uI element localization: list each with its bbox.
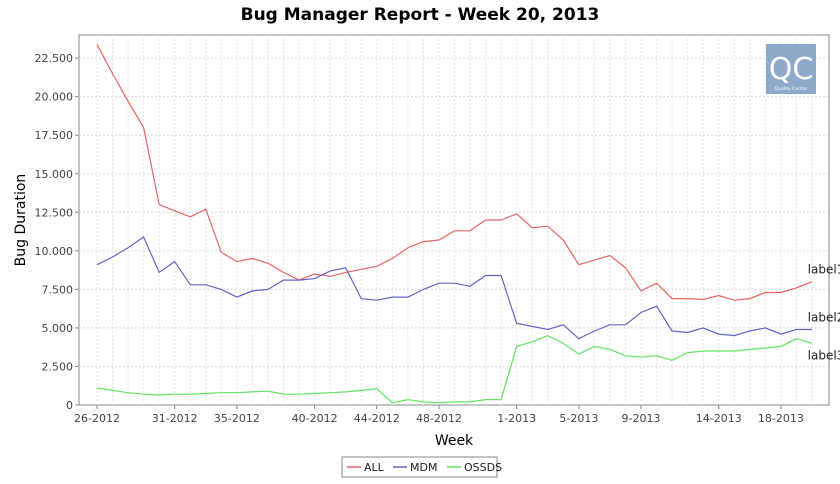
series-line-all [96, 44, 813, 301]
series-end-label: label2 [808, 310, 840, 324]
x-axis-title: Week [435, 433, 474, 449]
x-tick-label: 18-2013 [758, 412, 804, 425]
series-lines [96, 44, 813, 404]
y-tick-label: 2.500 [42, 360, 74, 373]
qc-logo: QC Quality Center [766, 44, 816, 94]
x-tick-label: 44-2012 [354, 412, 400, 425]
x-tick-label: 5-2013 [559, 412, 598, 425]
legend-label: MDM [410, 461, 437, 474]
y-tick-label: 10.000 [35, 245, 74, 258]
x-tick-label: 1-2013 [497, 412, 536, 425]
x-tick-label: 14-2013 [696, 412, 742, 425]
legend-box [341, 456, 498, 478]
chart-title: Bug Manager Report - Week 20, 2013 [241, 5, 600, 25]
qc-logo-caption: Quality Center [775, 86, 808, 92]
grid-lines [79, 35, 829, 405]
y-tick-label: 0 [66, 399, 73, 412]
x-tick-label: 31-2012 [152, 412, 198, 425]
y-axis-title: Bug Duration [13, 174, 29, 267]
legend-label: OSSDS [464, 461, 502, 474]
x-tick-label: 9-2013 [622, 412, 661, 425]
y-tick-label: 7.500 [42, 283, 74, 296]
series-line-ossds [96, 334, 813, 404]
x-tick-label: 48-2012 [416, 412, 462, 425]
axes: 0 2.500 5.000 7.500 10.000 12.500 15.000 17.500… [35, 52, 804, 425]
end-labels: label1 label2 label3 [808, 263, 840, 363]
series-end-label: label1 [808, 263, 840, 277]
x-tick-label: 40-2012 [292, 412, 338, 425]
y-tick-label: 15.000 [35, 168, 74, 181]
legend-label: ALL [364, 461, 385, 474]
qc-logo-text: QC [769, 52, 814, 87]
y-tick-label: 5.000 [42, 322, 74, 335]
x-tick-label: 35-2012 [214, 412, 260, 425]
series-end-label: label3 [808, 348, 840, 362]
qc-logo-box [766, 44, 816, 94]
legend: ALL MDM OSSDS [341, 456, 502, 478]
y-tick-label: 22.500 [35, 52, 74, 65]
y-tick-label: 17.500 [35, 129, 74, 142]
x-tick-label: 26-2012 [74, 412, 120, 425]
y-tick-label: 12.500 [35, 206, 74, 219]
series-line-mdm [96, 236, 812, 340]
y-tick-label: 20.000 [35, 91, 74, 104]
